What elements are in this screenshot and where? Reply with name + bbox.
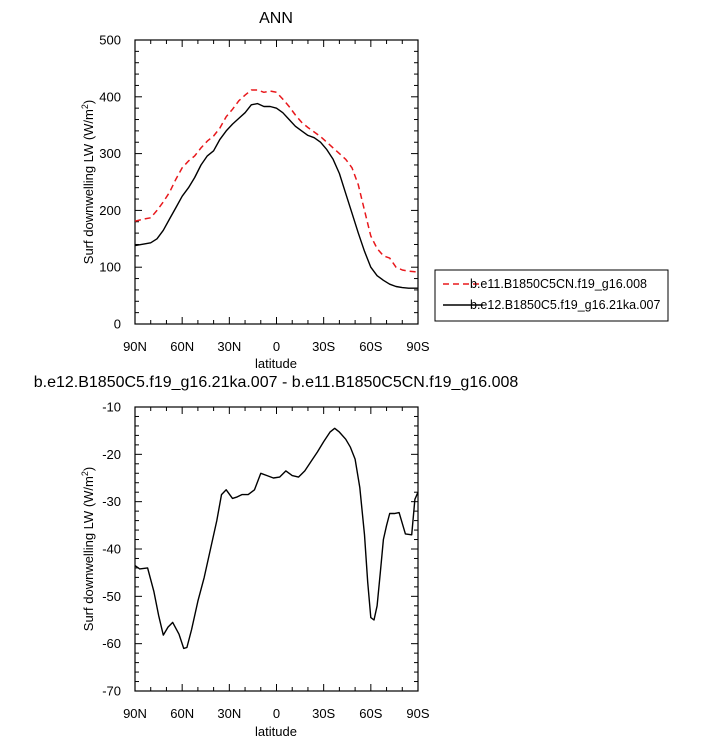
top-x-tick-label: 60N <box>170 339 194 354</box>
top-x-tick-label: 90N <box>123 339 147 354</box>
top-chart-title: ANN <box>259 10 293 27</box>
bottom-panel: b.e12.B1850C5.f19_g16.21ka.007 - b.e11.B… <box>34 374 519 739</box>
top-y-tick-label: 500 <box>99 33 121 48</box>
legend: b.e11.B1850C5CN.f19_g16.008 b.e12.B1850C… <box>434 269 669 322</box>
bottom-x-tick-label: 0 <box>273 706 280 721</box>
bottom-series-group <box>134 427 419 650</box>
legend-box <box>434 269 669 322</box>
top-axis-ticks: 90N 60N 30N 0 30S 60S 90S 0 100 200 300 400 500 <box>99 33 430 355</box>
bottom-axis-ticks: 90N 60N 30N 0 30S 60S 90S -70 -60 -50 -40 -30 -20 -10 <box>102 400 430 722</box>
bottom-x-tick-label: 30N <box>217 706 241 721</box>
bottom-x-tick-label: 60S <box>359 706 382 721</box>
top-plot-frame <box>134 39 419 325</box>
bottom-x-tick-label: 60N <box>170 706 194 721</box>
top-y-tick-label: 100 <box>99 260 121 275</box>
bottom-y-tick-label: -20 <box>102 447 121 462</box>
bottom-x-tick-label: 30S <box>312 706 335 721</box>
bottom-y-tick-label: -40 <box>102 542 121 557</box>
legend-label-series-2: b.e12.B1850C5.f19_g16.21ka.007 <box>470 298 660 312</box>
top-x-tick-label: 0 <box>273 339 280 354</box>
top-y-tick-label: 300 <box>99 146 121 161</box>
top-panel: ANN 90N 60N 30N 0 30S 60S 90S0100200300400500 … <box>80 10 430 371</box>
bottom-y-tick-label: -50 <box>102 589 121 604</box>
top-y-tick-label: 200 <box>99 203 121 218</box>
top-series-group <box>134 89 418 289</box>
bottom-x-tick-label: 90N <box>123 706 147 721</box>
bottom-y-tick-label: -10 <box>102 400 121 415</box>
bottom-series-line-1 <box>134 427 419 650</box>
bottom-chart-title: b.e12.B1850C5.f19_g16.21ka.007 - b.e11.B… <box>34 374 519 391</box>
bottom-y-axis-label: Surf downwelling LW (W/m2) <box>80 467 96 631</box>
top-x-axis-label: latitude <box>255 356 297 371</box>
bottom-plot-frame <box>134 406 419 692</box>
bottom-x-axis-label: latitude <box>255 724 297 739</box>
top-x-tick-label: 90S <box>406 339 429 354</box>
top-y-tick-label: 400 <box>99 89 121 104</box>
top-x-tick-label: 60S <box>359 339 382 354</box>
bottom-y-tick-label: -60 <box>102 636 121 651</box>
bottom-y-tick-label: -70 <box>102 684 121 699</box>
top-series-line-1 <box>134 89 418 273</box>
top-y-tick-label: 0 <box>114 317 121 332</box>
legend-label-series-1: b.e11.B1850C5CN.f19_g16.008 <box>470 277 647 291</box>
top-x-tick-label: 30S <box>312 339 335 354</box>
top-y-axis-label: Surf downwelling LW (W/m2) <box>80 100 96 264</box>
top-series-line-2 <box>134 102 418 289</box>
bottom-y-tick-label: -30 <box>102 494 121 509</box>
bottom-x-tick-label: 90S <box>406 706 429 721</box>
top-x-tick-label: 30N <box>217 339 241 354</box>
